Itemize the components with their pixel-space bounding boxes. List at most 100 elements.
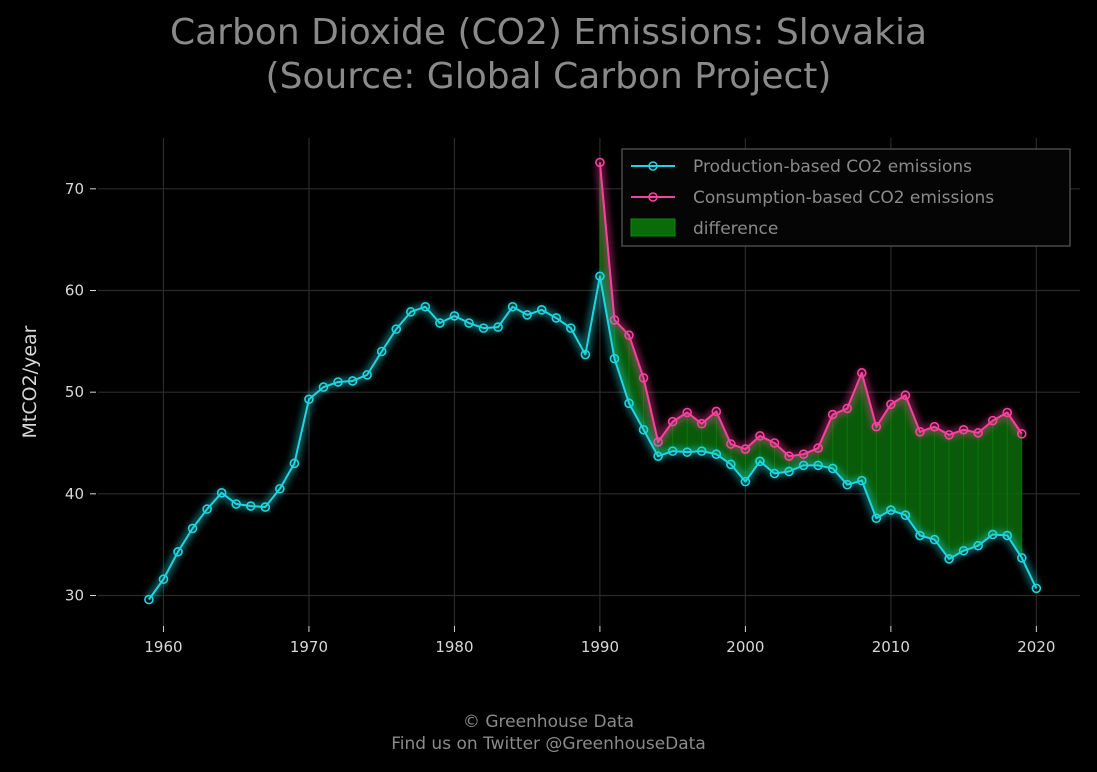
production-series-point [275,483,285,494]
y-tick-label: 40 [65,485,84,503]
consumption-series-point [856,368,867,378]
x-tick-label: 2020 [1017,638,1055,656]
consumption-series-point [973,428,983,438]
legend-box [621,148,1071,247]
x-tick-label: 1960 [144,638,182,656]
production-series-point [304,394,314,405]
production-series-point [973,540,983,551]
consumption-series-point [929,421,940,432]
production-series-point [333,377,343,387]
production-series-point [376,346,387,357]
production-series-point [944,554,954,564]
y-tick-label: 70 [65,180,84,198]
y-tick-label: 60 [65,282,84,300]
production-series-point [158,574,169,585]
y-tick-label: 30 [65,587,84,605]
legend-label: Production-based CO2 emissions [693,157,972,177]
production-series-point [478,323,489,333]
consumption-series-point [958,424,969,435]
production-series-point [391,324,402,334]
production-series-point [653,451,663,462]
production-series-point [435,318,445,328]
production-series-point [886,505,896,515]
production-series-point [871,513,882,524]
production-series-point [1031,583,1042,594]
consumption-series-point [1017,429,1027,439]
production-series-point [449,311,460,321]
production-series-point [769,468,780,479]
production-series-point [245,501,256,511]
production-series-point [144,594,154,605]
production-series-point [856,475,867,486]
production-series-point [915,530,925,541]
production-series-point [566,323,576,333]
production-series-point [216,488,227,498]
x-tick-label: 2000 [726,638,764,656]
production-series-point [464,318,474,328]
legend-swatch-marker [648,161,658,171]
consumption-series-point [711,406,722,417]
production-series-point [595,271,605,282]
production-series-point [624,398,634,409]
production-series-point [900,510,911,520]
production-series-point [173,546,183,557]
chart-title-line-1: Carbon Dioxide (CO2) Emissions: Slovakia [169,12,928,53]
production-series-line [148,275,1038,601]
production-series-point [726,459,736,470]
production-series-point [609,353,620,364]
consumption-series-point [595,157,605,168]
production-series-point [493,322,503,332]
production-series-point [231,499,242,509]
production-series-point [755,456,765,467]
legend-label: difference [693,219,778,239]
consumption-series-point [667,416,678,427]
consumption-series-point [682,407,693,418]
production-series-point [420,301,431,312]
difference-area [599,162,1022,559]
production-series-point [289,458,300,469]
x-tick-label: 2010 [872,638,910,656]
consumption-series-point [915,427,925,437]
footer-copyright: © Greenhouse Data [462,712,635,732]
production-series-point [536,305,547,315]
y-tick-label: 50 [65,383,84,401]
production-series-point [202,504,212,514]
consumption-series-point [987,415,998,426]
production-series-point [318,382,329,392]
consumption-series-point [900,390,911,401]
consumption-series-point [871,421,882,432]
x-tick-label: 1990 [581,638,619,656]
chart-area: 1960 1970 1980 1990 2000 2010 2020 30 40 50 60 70 Mt… [19,138,1080,656]
consumption-series-point [755,431,765,441]
production-series-point [740,476,751,487]
production-series-point [187,523,198,534]
consumption-series-point [886,399,896,410]
chart-title-line-2: (Source: Global Carbon Project) [265,56,832,97]
production-series-point [711,449,722,459]
consumption-series-point [784,451,794,462]
production-series-point [580,349,591,360]
production-series-point [1017,553,1027,563]
production-series-point [362,370,372,380]
production-series-point [813,460,823,471]
production-series-point [507,301,518,312]
production-series-point [682,447,693,457]
production-series-point [347,376,358,386]
production-series-point [667,446,678,456]
consumption-series-point [696,418,707,429]
y-axis-label: MtCO2/year [19,325,41,438]
consumption-series-point [813,443,823,453]
consumption-series-point [842,403,853,414]
production-series-point [551,313,562,323]
production-series-point [842,479,853,490]
production-series-point [638,424,649,435]
production-series-point [929,534,940,545]
consumption-series-point [726,439,736,449]
production-series-point [405,307,416,317]
consumption-series-point [638,373,649,383]
consumption-series-point [798,449,809,459]
x-tick-label: 1980 [435,638,473,656]
consumption-series-point [740,444,751,454]
footer-twitter: Find us on Twitter @GreenhouseData [391,734,706,754]
production-series-point [987,529,998,540]
